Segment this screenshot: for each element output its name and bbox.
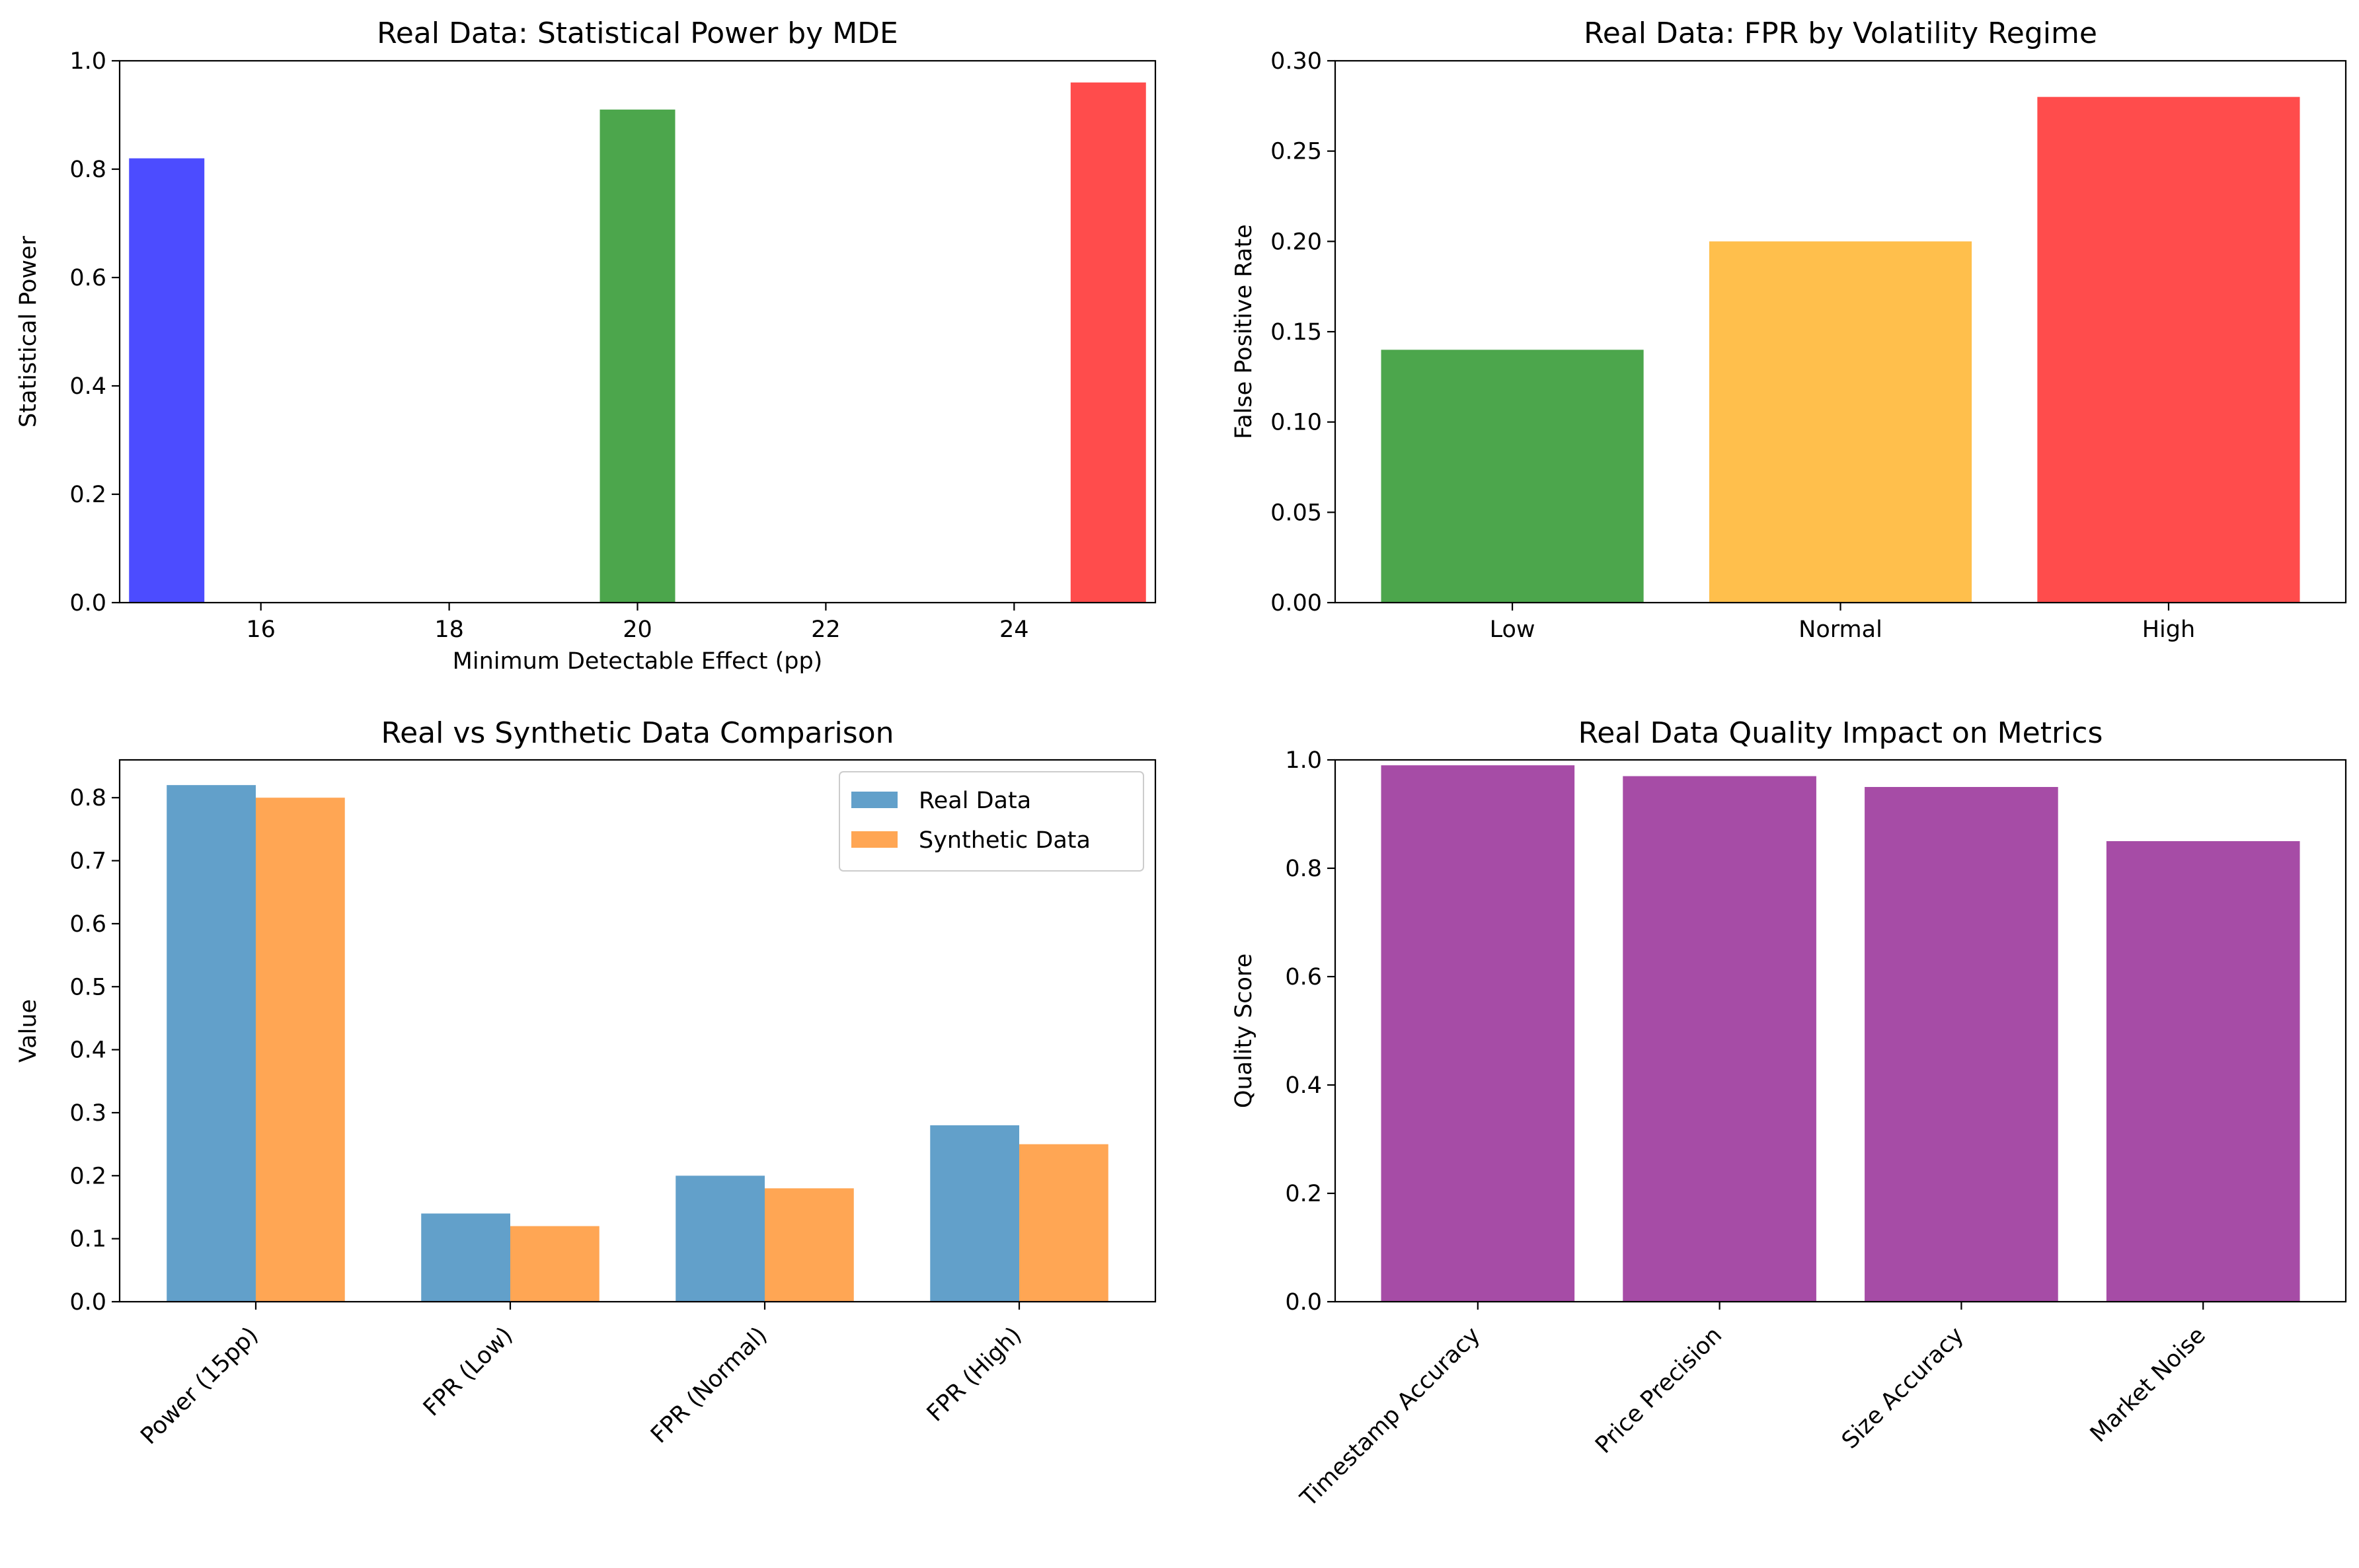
legend-label-synthetic-data: Synthetic Data — [919, 827, 1091, 854]
x-tick-label: Low — [1490, 616, 1535, 643]
x-axis-label: Minimum Detectable Effect (pp) — [453, 648, 823, 675]
bar-size-accuracy — [1865, 787, 2058, 1302]
legend-label-real-data: Real Data — [919, 788, 1031, 814]
chart-title: Real Data: Statistical Power by MDE — [377, 17, 898, 50]
x-tick-label: 20 — [623, 616, 652, 643]
x-tick-label: 22 — [811, 616, 841, 643]
bar-low — [1381, 350, 1644, 603]
bar-25 — [1070, 82, 1146, 603]
axes-frame — [118, 759, 1157, 1303]
y-tick-label: 0.5 — [69, 974, 106, 1000]
y-tick-label: 0.7 — [69, 848, 106, 875]
y-tick-label: 0.6 — [69, 911, 106, 938]
bar-synthetic-data-fpr-high — [1019, 1144, 1108, 1302]
y-tick-label: 0.20 — [1270, 229, 1322, 255]
axes-frame — [1334, 759, 2347, 1303]
bar-real-data-fpr-normal — [676, 1176, 765, 1302]
bar-timestamp-accuracy — [1381, 765, 1575, 1302]
y-tick-label: 0.00 — [1270, 590, 1322, 616]
y-tick-label: 0.8 — [1285, 856, 1322, 882]
bar-normal — [1709, 241, 1972, 603]
y-tick-label: 1.0 — [1285, 747, 1322, 774]
bar-real-data-power-15pp — [167, 785, 256, 1302]
chart-title: Real vs Synthetic Data Comparison — [381, 716, 894, 750]
y-tick-label: 0.4 — [69, 1037, 106, 1064]
bar-20 — [599, 109, 676, 603]
y-axis-label: Value — [15, 999, 42, 1063]
bar-synthetic-data-fpr-low — [510, 1226, 599, 1302]
legend-swatch-real-data — [851, 792, 898, 808]
chart-panel-1: 0.0 0.2 0.4 0.6 0.8 1.0 16 18 20 22 24 Real Data: S… — [15, 17, 1157, 675]
x-tick-label: 16 — [246, 616, 276, 643]
chart-title: Real Data: FPR by Volatility Regime — [1584, 17, 2097, 50]
bar-high — [2037, 96, 2300, 603]
y-tick-label: 0.0 — [1285, 1289, 1322, 1316]
y-axis-label: Quality Score — [1231, 953, 1257, 1108]
y-tick-label: 0.0 — [69, 590, 106, 616]
legend-box — [839, 771, 1144, 872]
bar-synthetic-data-fpr-normal — [765, 1188, 854, 1302]
y-tick-label: 0.4 — [1285, 1072, 1322, 1099]
y-tick-label: 0.30 — [1270, 48, 1322, 75]
x-tick-label: High — [2142, 616, 2195, 643]
y-tick-label: 0.10 — [1270, 410, 1322, 436]
y-tick-label: 1.0 — [69, 48, 106, 75]
y-tick-label: 0.3 — [69, 1100, 106, 1127]
y-tick-label: 0.15 — [1270, 319, 1322, 346]
y-tick-label: 0.05 — [1270, 500, 1322, 526]
bar-15 — [129, 158, 205, 603]
y-tick-label: 0.4 — [69, 373, 106, 400]
bar-market-noise — [2106, 841, 2300, 1302]
x-tick-label: 24 — [999, 616, 1029, 643]
legend: Real Data Synthetic Data — [839, 771, 1144, 872]
bar-real-data-fpr-high — [930, 1125, 1020, 1302]
y-tick-label: 0.8 — [69, 157, 106, 183]
y-tick-label: 0.25 — [1270, 139, 1322, 165]
y-tick-label: 0.2 — [69, 482, 106, 508]
y-tick-label: 0.8 — [69, 785, 106, 811]
bar-price-precision — [1623, 776, 1816, 1302]
y-tick-label: 0.6 — [69, 265, 106, 291]
x-tick-label: 18 — [434, 616, 464, 643]
y-axis-label: False Positive Rate — [1231, 224, 1257, 439]
y-tick-label: 0.0 — [69, 1289, 106, 1316]
chart-panel-2: 0.00 0.05 0.10 0.15 0.20 0.25 0.30 Low Normal Hig… — [1231, 17, 2347, 643]
legend-swatch-synthetic-data — [851, 831, 898, 848]
y-axis-label: Statistical Power — [15, 235, 42, 427]
x-tick-label: Normal — [1798, 616, 1882, 643]
y-tick-label: 0.6 — [1285, 964, 1322, 990]
bar-synthetic-data-power-15pp — [255, 798, 345, 1302]
chart-title: Real Data Quality Impact on Metrics — [1578, 716, 2103, 750]
y-tick-label: 0.2 — [69, 1163, 106, 1189]
bar-real-data-fpr-low — [421, 1213, 510, 1302]
y-tick-label: 0.1 — [69, 1226, 106, 1253]
y-tick-label: 0.2 — [1285, 1181, 1322, 1207]
